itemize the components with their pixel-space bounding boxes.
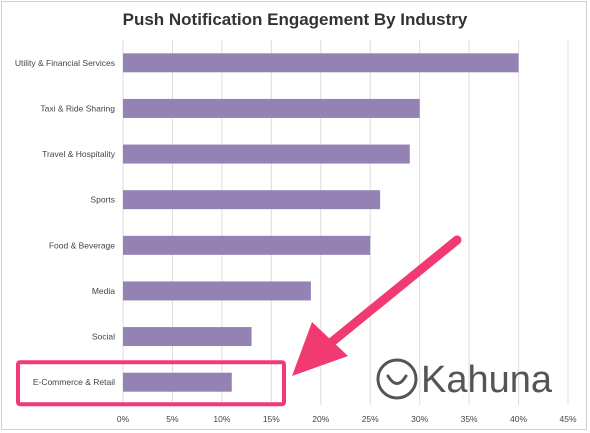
chart-title: Push Notification Engagement By Industry	[122, 10, 468, 29]
bar	[123, 327, 252, 347]
category-label: Travel & Hospitality	[42, 149, 116, 159]
bar	[123, 190, 381, 210]
bar	[123, 53, 519, 73]
x-tick-label: 35%	[461, 414, 478, 424]
annotation	[16, 235, 462, 407]
bar	[123, 235, 371, 255]
bar	[123, 372, 232, 392]
bar	[123, 281, 311, 301]
bar	[123, 98, 420, 118]
x-tick-label: 15%	[263, 414, 280, 424]
category-label: Media	[92, 286, 115, 296]
category-labels: Utility & Financial Services Taxi & Ride …	[15, 58, 116, 387]
category-label: Utility & Financial Services	[15, 58, 115, 68]
x-tick-label: 25%	[362, 414, 379, 424]
highlight-box	[16, 360, 286, 407]
x-tick-label: 40%	[510, 414, 527, 424]
x-tick-label: 30%	[411, 414, 428, 424]
kahuna-wordmark: Kahuna	[421, 359, 553, 401]
bars	[123, 53, 519, 392]
x-tick-label: 45%	[559, 414, 576, 424]
kahuna-watermark: Kahuna	[376, 358, 553, 401]
category-label: Taxi & Ride Sharing	[40, 103, 115, 113]
kahuna-logo-icon	[376, 358, 418, 400]
x-tick-label: 20%	[312, 414, 329, 424]
arrow-head	[292, 322, 348, 376]
arrow-shaft	[317, 235, 462, 355]
bar	[123, 144, 410, 164]
category-label: E-Commerce & Retail	[33, 377, 115, 387]
kahuna-logo-smile	[386, 374, 408, 385]
x-tick-label: 0%	[117, 414, 130, 424]
category-label: Food & Beverage	[49, 240, 115, 250]
category-label: Sports	[90, 195, 115, 205]
category-label: Social	[92, 332, 115, 342]
grid-lines	[122, 40, 569, 405]
x-tick-label: 5%	[166, 414, 179, 424]
x-axis-ticks: 0% 5% 10% 15% 20% 25% 30% 35% 40% 45%	[117, 414, 577, 424]
x-tick-label: 10%	[213, 414, 230, 424]
